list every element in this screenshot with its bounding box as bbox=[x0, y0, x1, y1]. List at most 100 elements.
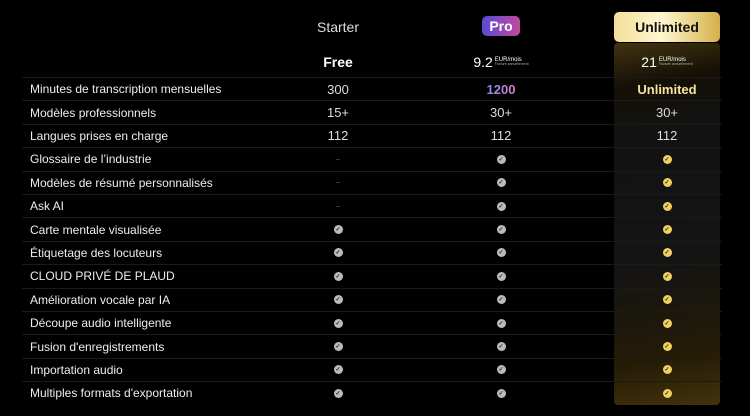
starter-cell: ✓ bbox=[278, 342, 398, 352]
feature-row: Multiples formats d'exportation ✓ ✓ ✓ bbox=[22, 381, 722, 404]
feature-label: Ask AI bbox=[30, 199, 65, 214]
feature-label: Modèles professionnels bbox=[30, 105, 157, 120]
feature-label: Minutes de transcription mensuelles bbox=[30, 82, 222, 97]
feature-label: CLOUD PRIVÉ DE PLAUD bbox=[30, 269, 175, 284]
unlimited-cell: ✓ bbox=[607, 201, 727, 211]
starter-cell bbox=[278, 182, 398, 184]
unlimited-cell: ✓ bbox=[607, 365, 727, 375]
unlimited-value: 30+ bbox=[655, 105, 679, 121]
check-icon: ✓ bbox=[496, 248, 506, 258]
check-icon: ✓ bbox=[333, 295, 343, 305]
dash-icon bbox=[336, 158, 340, 160]
check-icon: ✓ bbox=[662, 388, 672, 398]
feature-row: CLOUD PRIVÉ DE PLAUD ✓ ✓ ✓ bbox=[22, 264, 722, 287]
unlimited-cell: 30+ bbox=[607, 105, 727, 120]
starter-cell: ✓ bbox=[278, 225, 398, 235]
unlimited-value: Unlimited bbox=[637, 81, 697, 97]
starter-cell: ✓ bbox=[278, 365, 398, 375]
check-icon: ✓ bbox=[496, 318, 506, 328]
starter-value: 112 bbox=[327, 128, 349, 144]
pro-price: 9.2 EUR/mois Facturé annuellement bbox=[440, 52, 562, 72]
feature-row: Étiquetage des locuteurs ✓ ✓ ✓ bbox=[22, 240, 722, 264]
pro-cell: ✓ bbox=[441, 388, 561, 398]
unlimited-cell: Unlimited bbox=[607, 82, 727, 97]
check-icon: ✓ bbox=[662, 295, 672, 305]
unlimited-cell: ✓ bbox=[607, 295, 727, 305]
unlimited-cell: ✓ bbox=[607, 318, 727, 328]
pro-cell: ✓ bbox=[441, 248, 561, 258]
starter-cell: 300 bbox=[278, 82, 398, 97]
starter-cell: ✓ bbox=[278, 271, 398, 281]
pro-cell: ✓ bbox=[441, 342, 561, 352]
check-icon: ✓ bbox=[662, 225, 672, 235]
pro-value: 112 bbox=[490, 128, 512, 144]
feature-label: Amélioration vocale par IA bbox=[30, 292, 171, 307]
unlimited-price: 21 EUR/mois Facturé annuellement bbox=[614, 52, 720, 72]
pro-cell: ✓ bbox=[441, 271, 561, 281]
feature-row: Langues prises en charge 112 112 112 bbox=[22, 123, 722, 147]
pro-cell: ✓ bbox=[441, 154, 561, 164]
pro-cell: ✓ bbox=[441, 225, 561, 235]
check-icon: ✓ bbox=[662, 154, 672, 164]
pro-cell: 1200 bbox=[441, 82, 561, 97]
plan-unlimited-badge[interactable]: Unlimited bbox=[614, 12, 720, 42]
check-icon: ✓ bbox=[333, 365, 343, 375]
starter-cell: ✓ bbox=[278, 248, 398, 258]
check-icon: ✓ bbox=[662, 271, 672, 281]
check-icon: ✓ bbox=[496, 271, 506, 281]
starter-cell bbox=[278, 205, 398, 207]
unlimited-cell: ✓ bbox=[607, 154, 727, 164]
plan-starter-header: Starter bbox=[316, 19, 359, 35]
unlimited-price-unit: EUR/mois bbox=[658, 57, 686, 64]
unlimited-cell: ✓ bbox=[607, 342, 727, 352]
unlimited-cell: 112 bbox=[607, 128, 727, 143]
check-icon: ✓ bbox=[496, 201, 506, 211]
unlimited-price-amount: 21 bbox=[641, 54, 657, 70]
pro-cell: ✓ bbox=[441, 365, 561, 375]
feature-label: Langues prises en charge bbox=[30, 128, 169, 143]
check-icon: ✓ bbox=[496, 388, 506, 398]
feature-label: Fusion d'enregistrements bbox=[30, 339, 165, 354]
unlimited-cell: ✓ bbox=[607, 271, 727, 281]
check-icon: ✓ bbox=[333, 271, 343, 281]
pro-cell: ✓ bbox=[441, 318, 561, 328]
pro-cell: ✓ bbox=[441, 295, 561, 305]
check-icon: ✓ bbox=[662, 178, 672, 188]
unlimited-cell: ✓ bbox=[607, 388, 727, 398]
check-icon: ✓ bbox=[496, 154, 506, 164]
check-icon: ✓ bbox=[496, 365, 506, 375]
feature-row: Minutes de transcription mensuelles 300 12… bbox=[22, 77, 722, 100]
starter-cell: 112 bbox=[278, 128, 398, 143]
starter-price: Free bbox=[280, 52, 396, 72]
pro-price-amount: 9.2 bbox=[473, 54, 493, 70]
starter-cell: 15+ bbox=[278, 105, 398, 120]
unlimited-cell: ✓ bbox=[607, 178, 727, 188]
unlimited-billing: Facturé annuellement bbox=[658, 62, 693, 67]
check-icon: ✓ bbox=[333, 342, 343, 352]
feature-label: Multiples formats d'exportation bbox=[30, 386, 193, 401]
feature-label: Découpe audio intelligente bbox=[30, 316, 172, 331]
check-icon: ✓ bbox=[333, 318, 343, 328]
feature-row: Modèles professionnels 15+ 30+ 30+ bbox=[22, 100, 722, 123]
starter-cell: ✓ bbox=[278, 318, 398, 328]
check-icon: ✓ bbox=[496, 178, 506, 188]
check-icon: ✓ bbox=[662, 318, 672, 328]
unlimited-cell: ✓ bbox=[607, 225, 727, 235]
feature-row: Glossaire de l’industrie ✓ ✓ bbox=[22, 147, 722, 170]
check-icon: ✓ bbox=[496, 225, 506, 235]
feature-label: Glossaire de l’industrie bbox=[30, 152, 152, 167]
starter-value: 300 bbox=[327, 81, 349, 97]
check-icon: ✓ bbox=[333, 388, 343, 398]
check-icon: ✓ bbox=[662, 342, 672, 352]
feature-label: Carte mentale visualisée bbox=[30, 222, 162, 237]
feature-row: Importation audio ✓ ✓ ✓ bbox=[22, 357, 722, 381]
pro-value: 1200 bbox=[486, 81, 516, 97]
pro-cell: ✓ bbox=[441, 178, 561, 188]
pro-cell: ✓ bbox=[441, 201, 561, 211]
unlimited-value: 112 bbox=[656, 128, 678, 144]
check-icon: ✓ bbox=[662, 201, 672, 211]
feature-row: Amélioration vocale par IA ✓ ✓ ✓ bbox=[22, 287, 722, 311]
feature-row: Modèles de résumé personnalisés ✓ ✓ bbox=[22, 170, 722, 194]
starter-cell: ✓ bbox=[278, 388, 398, 398]
dash-icon bbox=[336, 182, 340, 184]
